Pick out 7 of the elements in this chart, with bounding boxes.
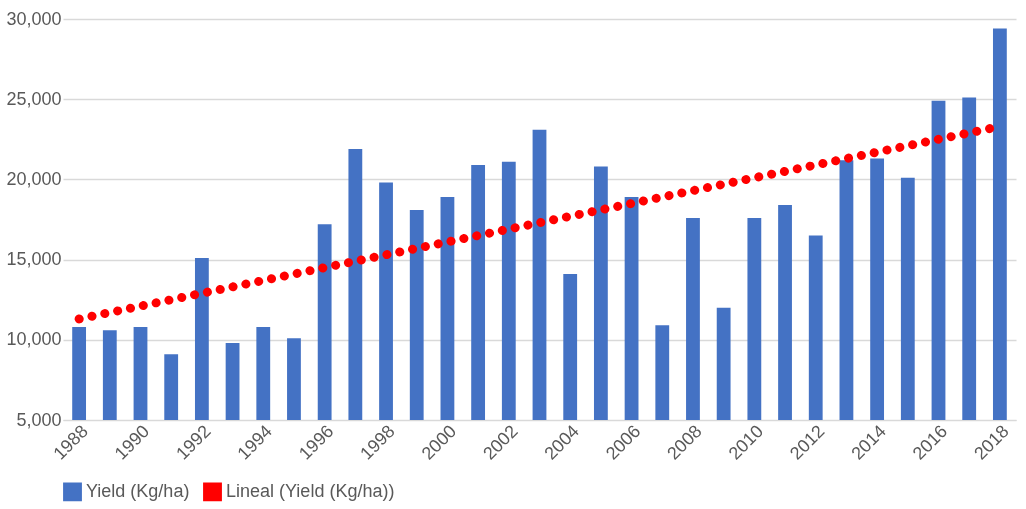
y-tick-label: 20,000 — [6, 168, 62, 189]
y-tick-label: 30,000 — [6, 8, 62, 29]
legend-label: Yield (Kg/ha) — [86, 480, 190, 501]
y-tick-label: 10,000 — [6, 329, 62, 350]
y-tick-label: 15,000 — [6, 249, 62, 270]
y-tick-label: 25,000 — [6, 88, 62, 109]
legend-label: Lineal (Yield (Kg/ha)) — [226, 480, 395, 501]
